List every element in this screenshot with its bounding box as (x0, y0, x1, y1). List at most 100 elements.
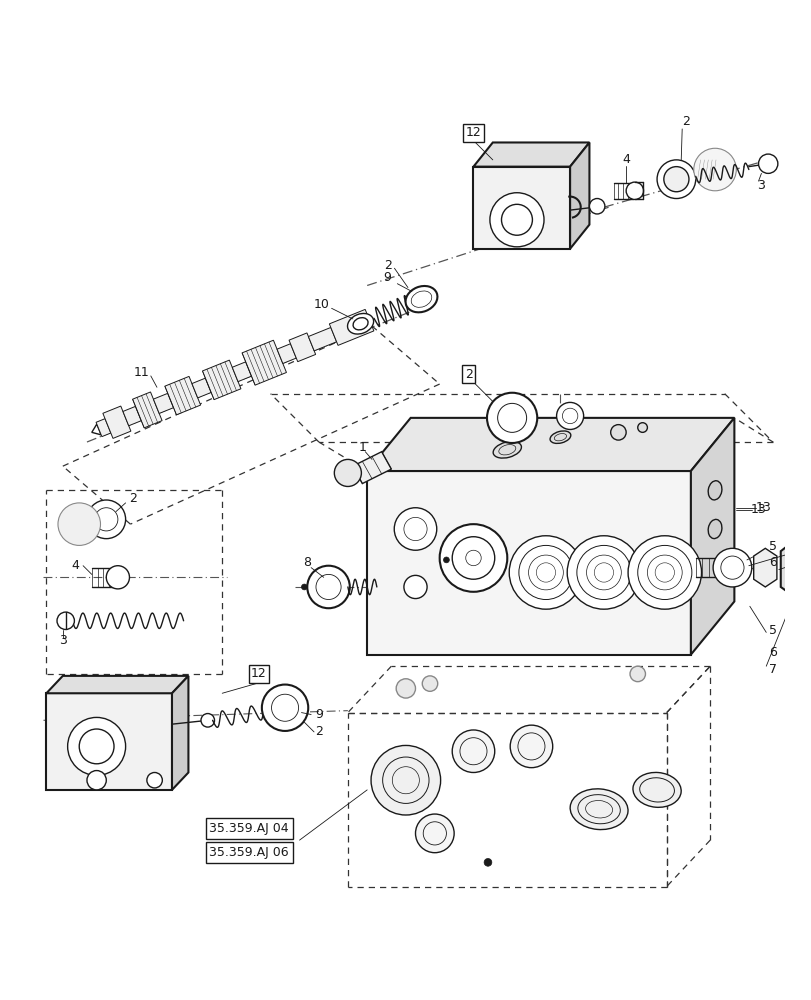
Circle shape (466, 550, 481, 566)
Text: 35.359.AJ 04: 35.359.AJ 04 (209, 822, 289, 835)
Circle shape (508, 536, 582, 609)
Circle shape (307, 566, 350, 608)
Polygon shape (172, 676, 188, 790)
Text: 2: 2 (464, 368, 472, 381)
Polygon shape (569, 142, 589, 249)
Polygon shape (690, 418, 733, 655)
Circle shape (403, 575, 427, 599)
Circle shape (586, 555, 620, 590)
Polygon shape (242, 340, 286, 385)
Polygon shape (308, 327, 337, 351)
Polygon shape (753, 548, 776, 587)
Circle shape (483, 858, 491, 866)
Polygon shape (367, 471, 690, 655)
Circle shape (396, 679, 415, 698)
Circle shape (629, 666, 645, 682)
Text: 2: 2 (129, 492, 137, 505)
Circle shape (567, 536, 640, 609)
Polygon shape (780, 541, 809, 597)
Text: 9: 9 (384, 271, 391, 284)
Circle shape (518, 545, 573, 600)
Circle shape (489, 193, 543, 247)
Ellipse shape (585, 800, 611, 818)
Polygon shape (352, 452, 391, 484)
Circle shape (452, 730, 494, 772)
Text: 9: 9 (315, 708, 323, 721)
Circle shape (422, 676, 437, 691)
Polygon shape (46, 676, 188, 693)
Circle shape (594, 563, 613, 582)
Polygon shape (153, 393, 174, 413)
Ellipse shape (639, 778, 674, 802)
Polygon shape (473, 142, 589, 167)
Polygon shape (165, 376, 200, 415)
Polygon shape (473, 167, 569, 249)
Text: 6: 6 (768, 556, 776, 569)
Polygon shape (132, 392, 162, 428)
Circle shape (556, 402, 583, 429)
Ellipse shape (707, 481, 721, 500)
Circle shape (501, 204, 532, 235)
Text: 8: 8 (303, 556, 311, 569)
Text: 13: 13 (754, 501, 770, 514)
Polygon shape (191, 378, 211, 398)
Text: 12: 12 (465, 126, 481, 139)
Circle shape (637, 545, 691, 600)
Ellipse shape (405, 286, 437, 312)
Circle shape (693, 148, 736, 191)
Circle shape (443, 557, 448, 563)
Text: 4: 4 (71, 559, 79, 572)
Ellipse shape (549, 431, 570, 443)
Circle shape (261, 685, 308, 731)
Ellipse shape (554, 434, 566, 441)
Text: 11: 11 (133, 366, 149, 379)
Circle shape (720, 556, 743, 579)
Circle shape (201, 714, 214, 727)
Ellipse shape (347, 313, 373, 334)
Text: 13: 13 (749, 503, 766, 516)
Circle shape (439, 524, 507, 592)
Text: 10: 10 (314, 298, 329, 311)
Circle shape (334, 459, 361, 486)
Ellipse shape (577, 795, 620, 824)
Polygon shape (92, 424, 101, 435)
Polygon shape (202, 360, 241, 400)
Circle shape (517, 733, 544, 760)
Circle shape (57, 612, 75, 629)
Circle shape (87, 500, 126, 539)
Circle shape (147, 772, 162, 788)
Circle shape (535, 563, 555, 582)
Circle shape (497, 403, 526, 432)
Circle shape (487, 393, 537, 443)
Text: 4: 4 (621, 153, 629, 166)
Text: 5: 5 (768, 624, 776, 637)
Circle shape (576, 545, 630, 600)
Circle shape (528, 555, 563, 590)
Circle shape (663, 167, 688, 192)
Text: 2: 2 (315, 725, 323, 738)
Text: 2: 2 (681, 115, 689, 128)
Ellipse shape (492, 441, 521, 458)
Circle shape (509, 725, 552, 768)
Circle shape (646, 555, 681, 590)
Circle shape (625, 182, 643, 199)
Circle shape (392, 767, 418, 794)
Circle shape (656, 160, 695, 199)
Circle shape (589, 199, 604, 214)
Ellipse shape (410, 291, 431, 307)
Polygon shape (367, 418, 733, 471)
Circle shape (394, 508, 436, 550)
Circle shape (403, 517, 427, 541)
Circle shape (757, 154, 777, 173)
Text: 6: 6 (768, 646, 776, 659)
Circle shape (315, 574, 341, 600)
Text: 2: 2 (384, 259, 391, 272)
Text: 35.359.AJ 06: 35.359.AJ 06 (209, 846, 289, 859)
Ellipse shape (569, 789, 627, 830)
Text: 7: 7 (768, 663, 776, 676)
Polygon shape (122, 406, 141, 426)
Text: 1: 1 (358, 441, 366, 454)
Polygon shape (289, 333, 315, 362)
Ellipse shape (707, 519, 721, 539)
Ellipse shape (633, 772, 680, 807)
